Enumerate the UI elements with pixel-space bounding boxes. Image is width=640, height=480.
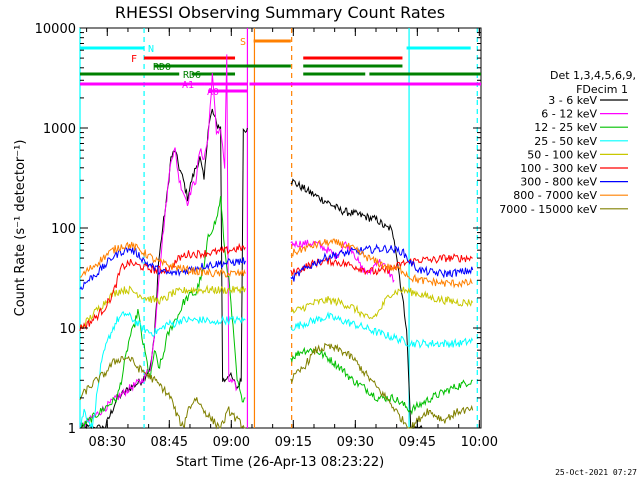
series-6-seg2 <box>290 243 474 282</box>
series-4-seg2 <box>290 286 474 320</box>
legend-label-5: 100 - 300 keV <box>520 162 597 175</box>
x-tick-label-0: 08:30 <box>89 435 126 450</box>
x-axis-label: Start Time (26-Apr-13 08:23:22) <box>176 455 384 470</box>
legend-label-1: 6 - 12 keV <box>541 108 597 121</box>
series-5-seg2 <box>290 253 473 277</box>
legend-label-7: 800 - 7000 keV <box>513 189 597 202</box>
state-label-rd6: RD6 <box>183 70 201 81</box>
state-label-a0: A0 <box>207 87 219 98</box>
y-tick-label-4: 10000 <box>35 22 76 37</box>
legend-label-3: 25 - 50 keV <box>534 135 597 148</box>
x-axis-ticks: 08:30 08:45 09:00 09:15 09:30 09:45 10:00 <box>86 28 498 450</box>
state-label-s: S <box>240 37 246 48</box>
footer-timestamp: 25-Oct-2021 07:27 <box>555 468 637 477</box>
y-axis-label: Count Rate (s⁻¹ detector⁻¹) <box>13 140 28 317</box>
state-label-f: F <box>131 54 137 65</box>
legend-label-2: 12 - 25 keV <box>534 121 597 134</box>
series-3-seg2 <box>290 311 474 349</box>
series-2-seg2 <box>290 346 473 416</box>
series-0-seg2 <box>290 178 424 429</box>
y-tick-label-1: 10 <box>59 322 76 337</box>
series-8-seg1 <box>79 355 246 430</box>
series-6-seg1 <box>79 245 246 291</box>
legend-header-2: FDecim 1 <box>576 83 628 96</box>
state-label-a1: A1 <box>182 80 194 91</box>
x-tick-label-2: 09:00 <box>213 435 250 450</box>
y-tick-label-0: 1 <box>68 422 76 437</box>
series-lines <box>79 54 474 430</box>
y-tick-label-3: 1000 <box>43 122 76 137</box>
y-tick-label-2: 100 <box>51 222 76 237</box>
plot-frame <box>79 27 482 429</box>
chart-title: RHESSI Observing Summary Count Rates <box>115 3 445 22</box>
x-tick-label-5: 09:45 <box>399 435 436 450</box>
legend-label-4: 50 - 100 keV <box>527 148 597 161</box>
vertical-markers <box>79 28 478 428</box>
series-1-seg2 <box>290 239 395 283</box>
legend-label-6: 300 - 800 keV <box>520 176 597 189</box>
legend-header-1: Det 1,3,4,5,6,9, <box>550 69 636 82</box>
legend-label-8: 7000 - 15000 keV <box>499 203 597 216</box>
state-label-n: N <box>148 44 154 55</box>
series-1-seg1 <box>79 54 238 429</box>
state-label-rdo: RDO <box>153 62 171 73</box>
series-8-seg2 <box>290 342 474 429</box>
x-tick-label-6: 10:00 <box>461 435 498 450</box>
x-tick-label-3: 09:15 <box>275 435 312 450</box>
series-2-seg1 <box>79 195 246 429</box>
x-tick-label-4: 09:30 <box>337 435 374 450</box>
legend-label-0: 3 - 6 keV <box>548 94 597 107</box>
x-tick-label-1: 08:45 <box>151 435 188 450</box>
series-0-seg1 <box>79 108 248 430</box>
series-4-seg1 <box>79 284 246 329</box>
y-axis-ticks: 1 10 100 1000 10000 <box>35 22 481 437</box>
series-7-seg1 <box>79 241 246 278</box>
series-3-seg1 <box>79 311 246 429</box>
series-7-seg2 <box>290 238 473 289</box>
